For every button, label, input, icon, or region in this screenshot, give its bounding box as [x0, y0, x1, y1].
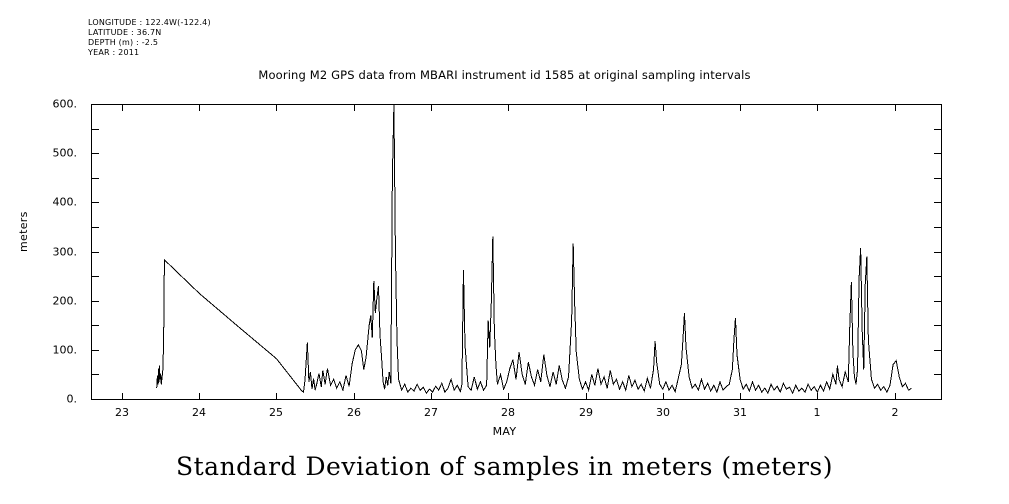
y-tick: [934, 276, 941, 277]
metadata-depth: DEPTH (m) : -2.5: [88, 38, 159, 47]
y-tick: [92, 104, 99, 105]
y-tick-label: 200.: [52, 294, 78, 308]
y-tick: [934, 202, 941, 203]
x-tick-label: 24: [192, 406, 206, 419]
x-tick: [122, 104, 123, 111]
y-tick: [934, 153, 941, 154]
y-tick-label: 100.: [52, 343, 78, 357]
y-tick-label: 300.: [52, 245, 78, 258]
x-tick: [663, 393, 664, 400]
x-tick: [199, 104, 200, 111]
y-tick-label: 500.: [52, 146, 78, 160]
x-tick-label: 28: [501, 406, 515, 419]
metadata-latitude: LATITUDE : 36.7N: [88, 28, 162, 37]
x-tick-label: 29: [579, 406, 593, 419]
y-tick: [934, 301, 941, 302]
x-tick-label: 23: [115, 406, 129, 419]
y-tick-label: 0.: [66, 392, 78, 406]
x-tick: [199, 393, 200, 400]
x-tick-label: 2: [891, 406, 899, 419]
metadata-longitude: LONGITUDE : 122.4W(-122.4): [88, 18, 211, 27]
plot-title: Mooring M2 GPS data from MBARI instrumen…: [258, 68, 751, 82]
plot-frame: [91, 104, 942, 400]
y-tick: [92, 276, 99, 277]
y-tick: [934, 374, 941, 375]
figure-caption: Standard Deviation of samples in meters …: [176, 452, 833, 481]
y-tick: [92, 129, 99, 130]
x-tick-label: 26: [347, 406, 361, 419]
y-tick: [92, 153, 99, 154]
x-tick: [663, 104, 664, 111]
y-tick-label: 600.: [52, 97, 78, 111]
y-tick: [934, 325, 941, 326]
x-tick: [122, 393, 123, 400]
y-tick: [92, 399, 99, 400]
y-tick: [92, 301, 99, 302]
y-tick: [92, 350, 99, 351]
frame-top-edge: [91, 104, 942, 105]
x-tick: [586, 104, 587, 111]
x-tick-label: 1: [813, 406, 821, 419]
x-tick-label: 27: [424, 406, 438, 419]
x-tick-label: 30: [656, 406, 670, 419]
x-tick: [586, 393, 587, 400]
x-tick: [431, 104, 432, 111]
y-tick: [92, 178, 99, 179]
x-tick: [740, 104, 741, 111]
y-tick: [934, 399, 941, 400]
y-tick: [934, 227, 941, 228]
station-metadata: LONGITUDE : 122.4W(-122.4) LATITUDE : 36…: [88, 18, 211, 58]
x-tick: [817, 393, 818, 400]
y-tick: [934, 178, 941, 179]
x-tick: [354, 104, 355, 111]
y-tick-label: 400.: [52, 195, 78, 209]
x-tick: [895, 104, 896, 111]
y-tick: [934, 252, 941, 253]
x-tick: [895, 393, 896, 400]
x-tick-label: 25: [269, 406, 283, 419]
x-tick: [431, 393, 432, 400]
y-tick: [92, 374, 99, 375]
x-tick-label: 31: [733, 406, 747, 419]
x-tick: [354, 393, 355, 400]
y-tick: [92, 202, 99, 203]
y-tick: [934, 104, 941, 105]
y-tick: [934, 350, 941, 351]
y-tick: [92, 325, 99, 326]
y-tick: [934, 129, 941, 130]
x-tick: [508, 104, 509, 111]
frame-left-edge: [91, 104, 92, 400]
x-tick: [276, 393, 277, 400]
y-tick: [92, 227, 99, 228]
frame-bottom-edge: [91, 399, 942, 400]
x-tick: [817, 104, 818, 111]
metadata-year: YEAR : 2011: [88, 48, 140, 57]
series-line: [156, 104, 912, 395]
frame-right-edge: [941, 104, 942, 400]
data-series-plot: [156, 104, 912, 395]
x-tick: [740, 393, 741, 400]
x-tick: [276, 104, 277, 111]
y-tick: [92, 252, 99, 253]
x-tick: [508, 393, 509, 400]
x-axis-title: MAY: [492, 425, 517, 438]
